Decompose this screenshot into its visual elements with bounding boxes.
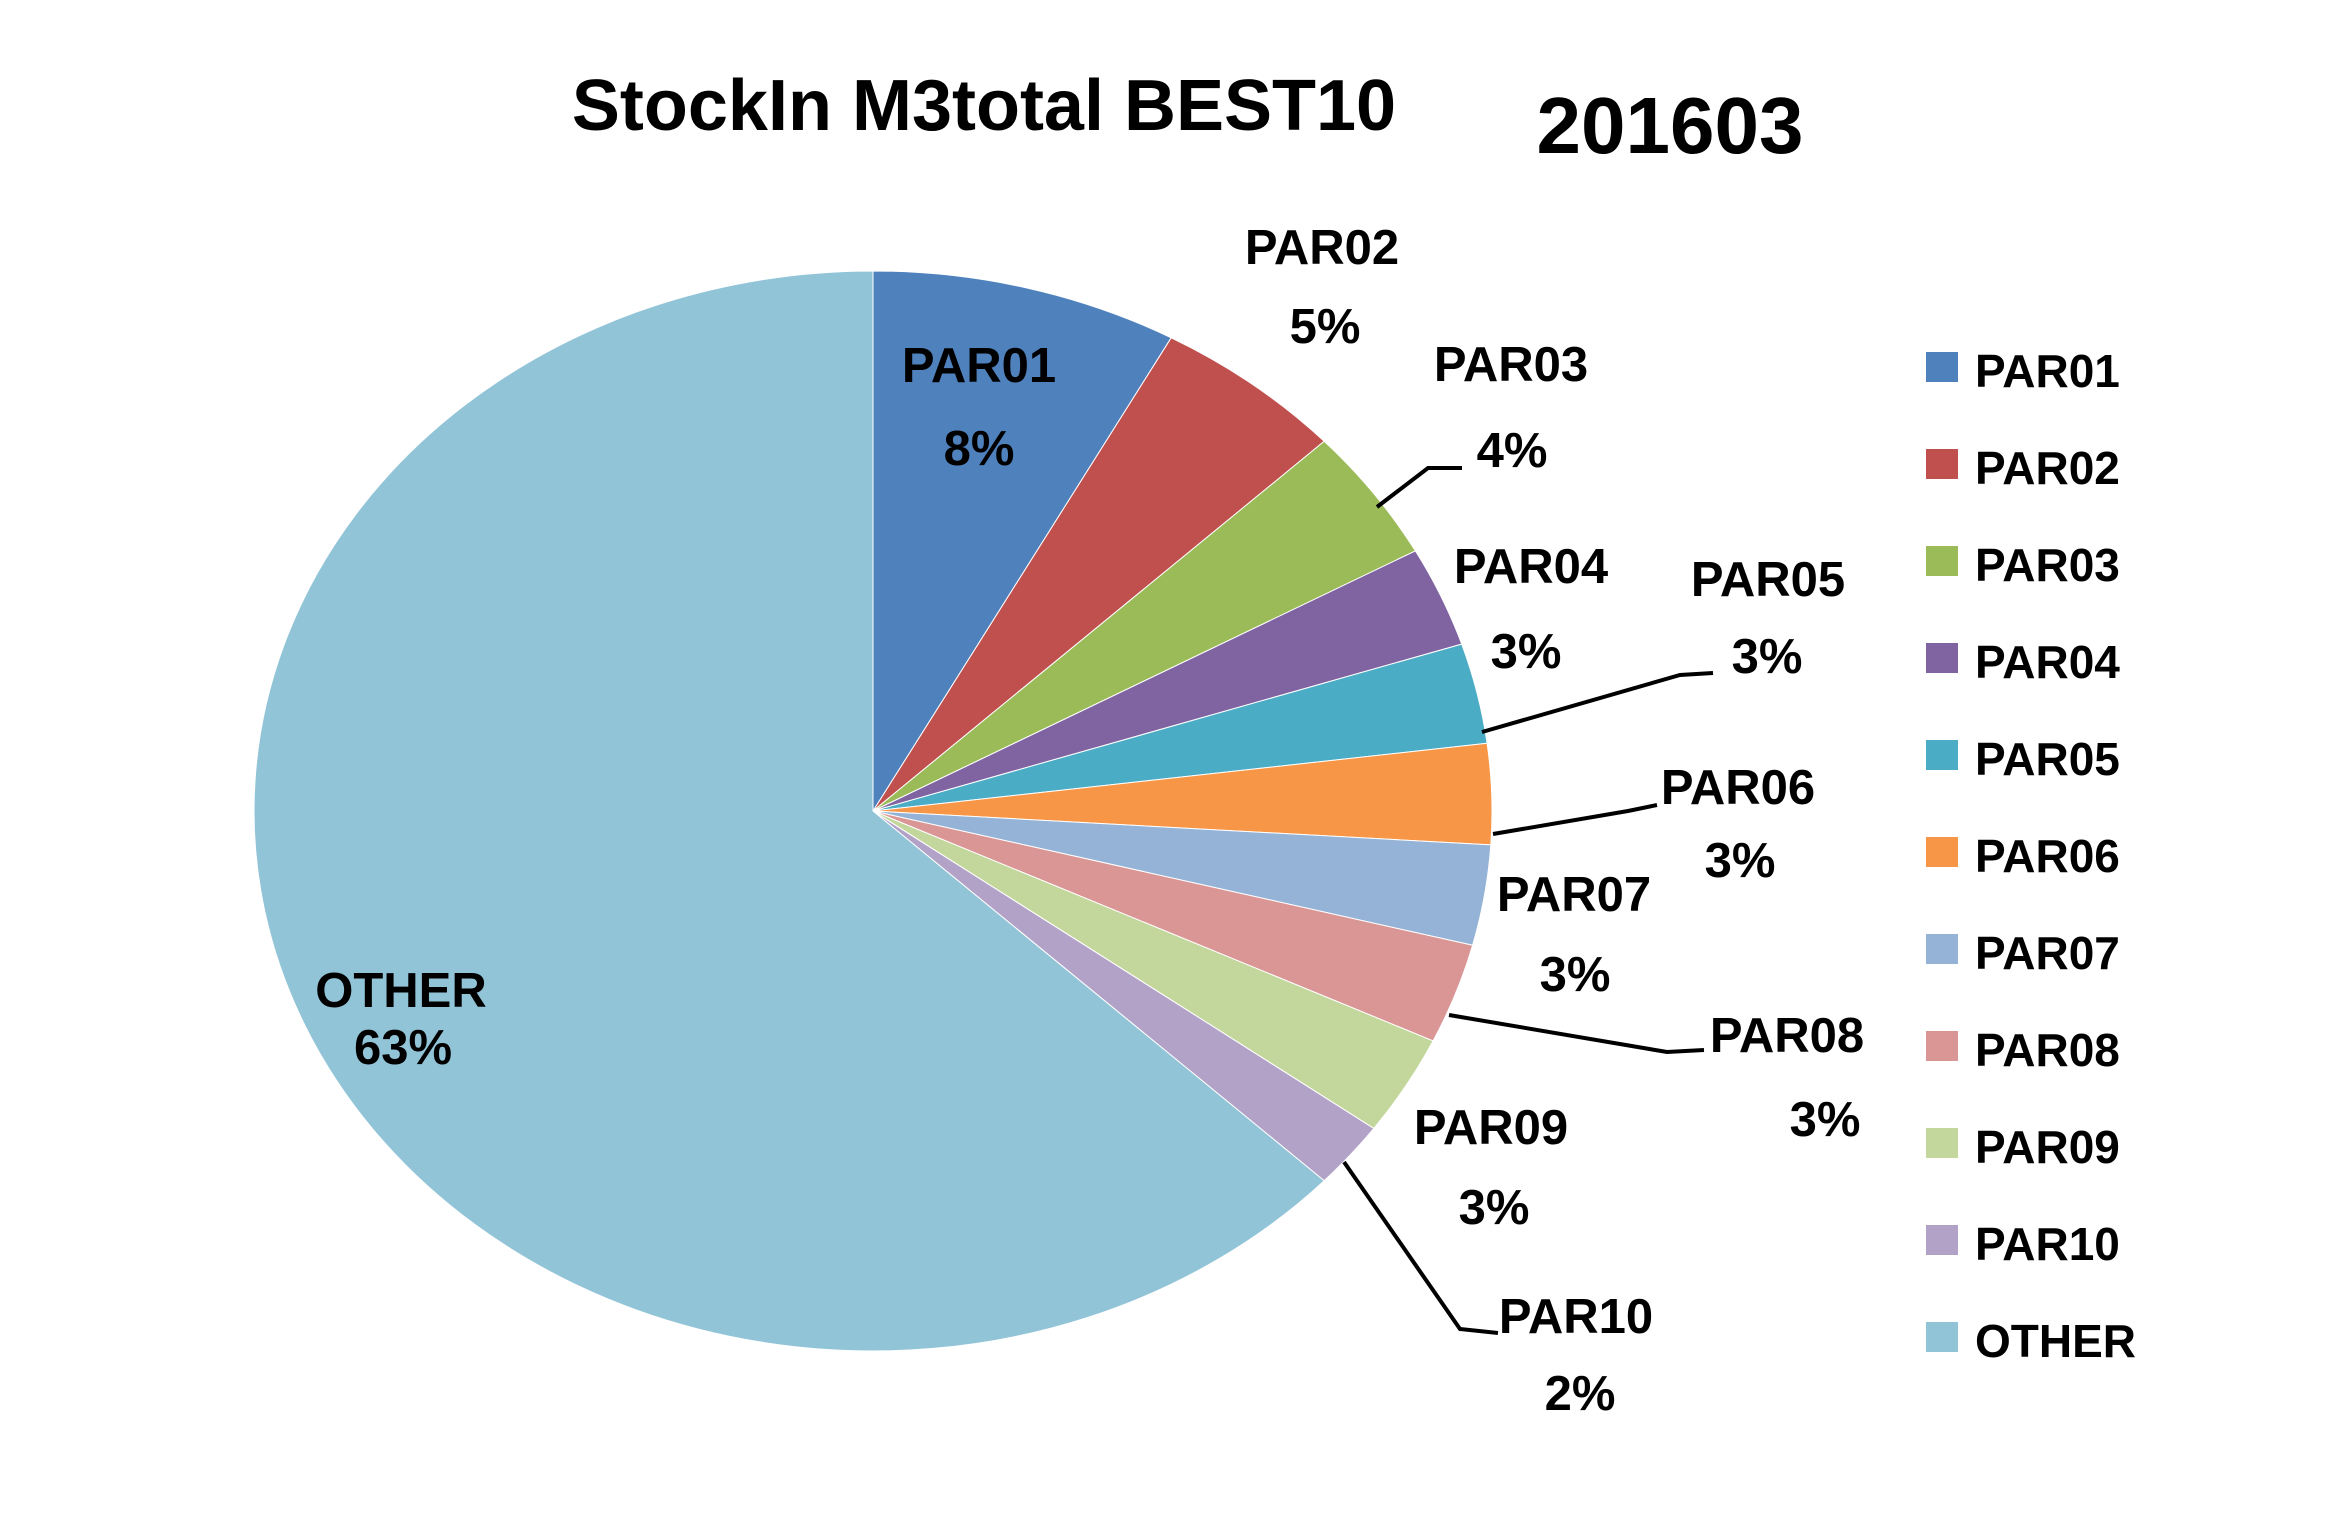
svg-text:PAR02: PAR02 (1975, 442, 2120, 494)
svg-text:5%: 5% (1290, 300, 1361, 354)
svg-text:OTHER: OTHER (1975, 1315, 2136, 1367)
svg-text:PAR02: PAR02 (1245, 221, 1399, 275)
svg-text:PAR10: PAR10 (1975, 1218, 2120, 1270)
svg-text:PAR05: PAR05 (1975, 733, 2120, 785)
svg-text:3%: 3% (1790, 1093, 1861, 1147)
svg-text:3%: 3% (1732, 630, 1803, 684)
svg-text:3%: 3% (1459, 1181, 1530, 1235)
svg-text:PAR07: PAR07 (1497, 868, 1651, 922)
svg-text:StockIn M3total BEST10: StockIn M3total BEST10 (572, 66, 1396, 146)
svg-text:PAR10: PAR10 (1499, 1290, 1653, 1344)
svg-text:PAR05: PAR05 (1691, 553, 1845, 607)
svg-text:2%: 2% (1545, 1367, 1616, 1421)
svg-text:OTHER: OTHER (315, 964, 487, 1018)
svg-text:PAR06: PAR06 (1661, 761, 1815, 815)
svg-text:3%: 3% (1491, 625, 1562, 679)
svg-text:8%: 8% (944, 422, 1015, 476)
svg-text:PAR03: PAR03 (1434, 338, 1588, 392)
svg-text:PAR01: PAR01 (902, 339, 1056, 393)
svg-text:63%: 63% (354, 1021, 452, 1075)
svg-text:PAR08: PAR08 (1710, 1009, 1864, 1063)
svg-text:201603: 201603 (1537, 81, 1804, 170)
svg-text:4%: 4% (1477, 424, 1548, 478)
svg-text:PAR03: PAR03 (1975, 539, 2120, 591)
svg-text:PAR04: PAR04 (1975, 636, 2120, 688)
svg-text:PAR07: PAR07 (1975, 927, 2120, 979)
svg-text:PAR06: PAR06 (1975, 830, 2120, 882)
svg-text:3%: 3% (1705, 834, 1776, 888)
svg-text:PAR04: PAR04 (1454, 540, 1608, 594)
svg-text:PAR01: PAR01 (1975, 345, 2120, 397)
svg-text:PAR09: PAR09 (1975, 1121, 2120, 1173)
svg-text:3%: 3% (1540, 948, 1611, 1002)
svg-text:PAR09: PAR09 (1414, 1101, 1568, 1155)
svg-text:PAR08: PAR08 (1975, 1024, 2120, 1076)
